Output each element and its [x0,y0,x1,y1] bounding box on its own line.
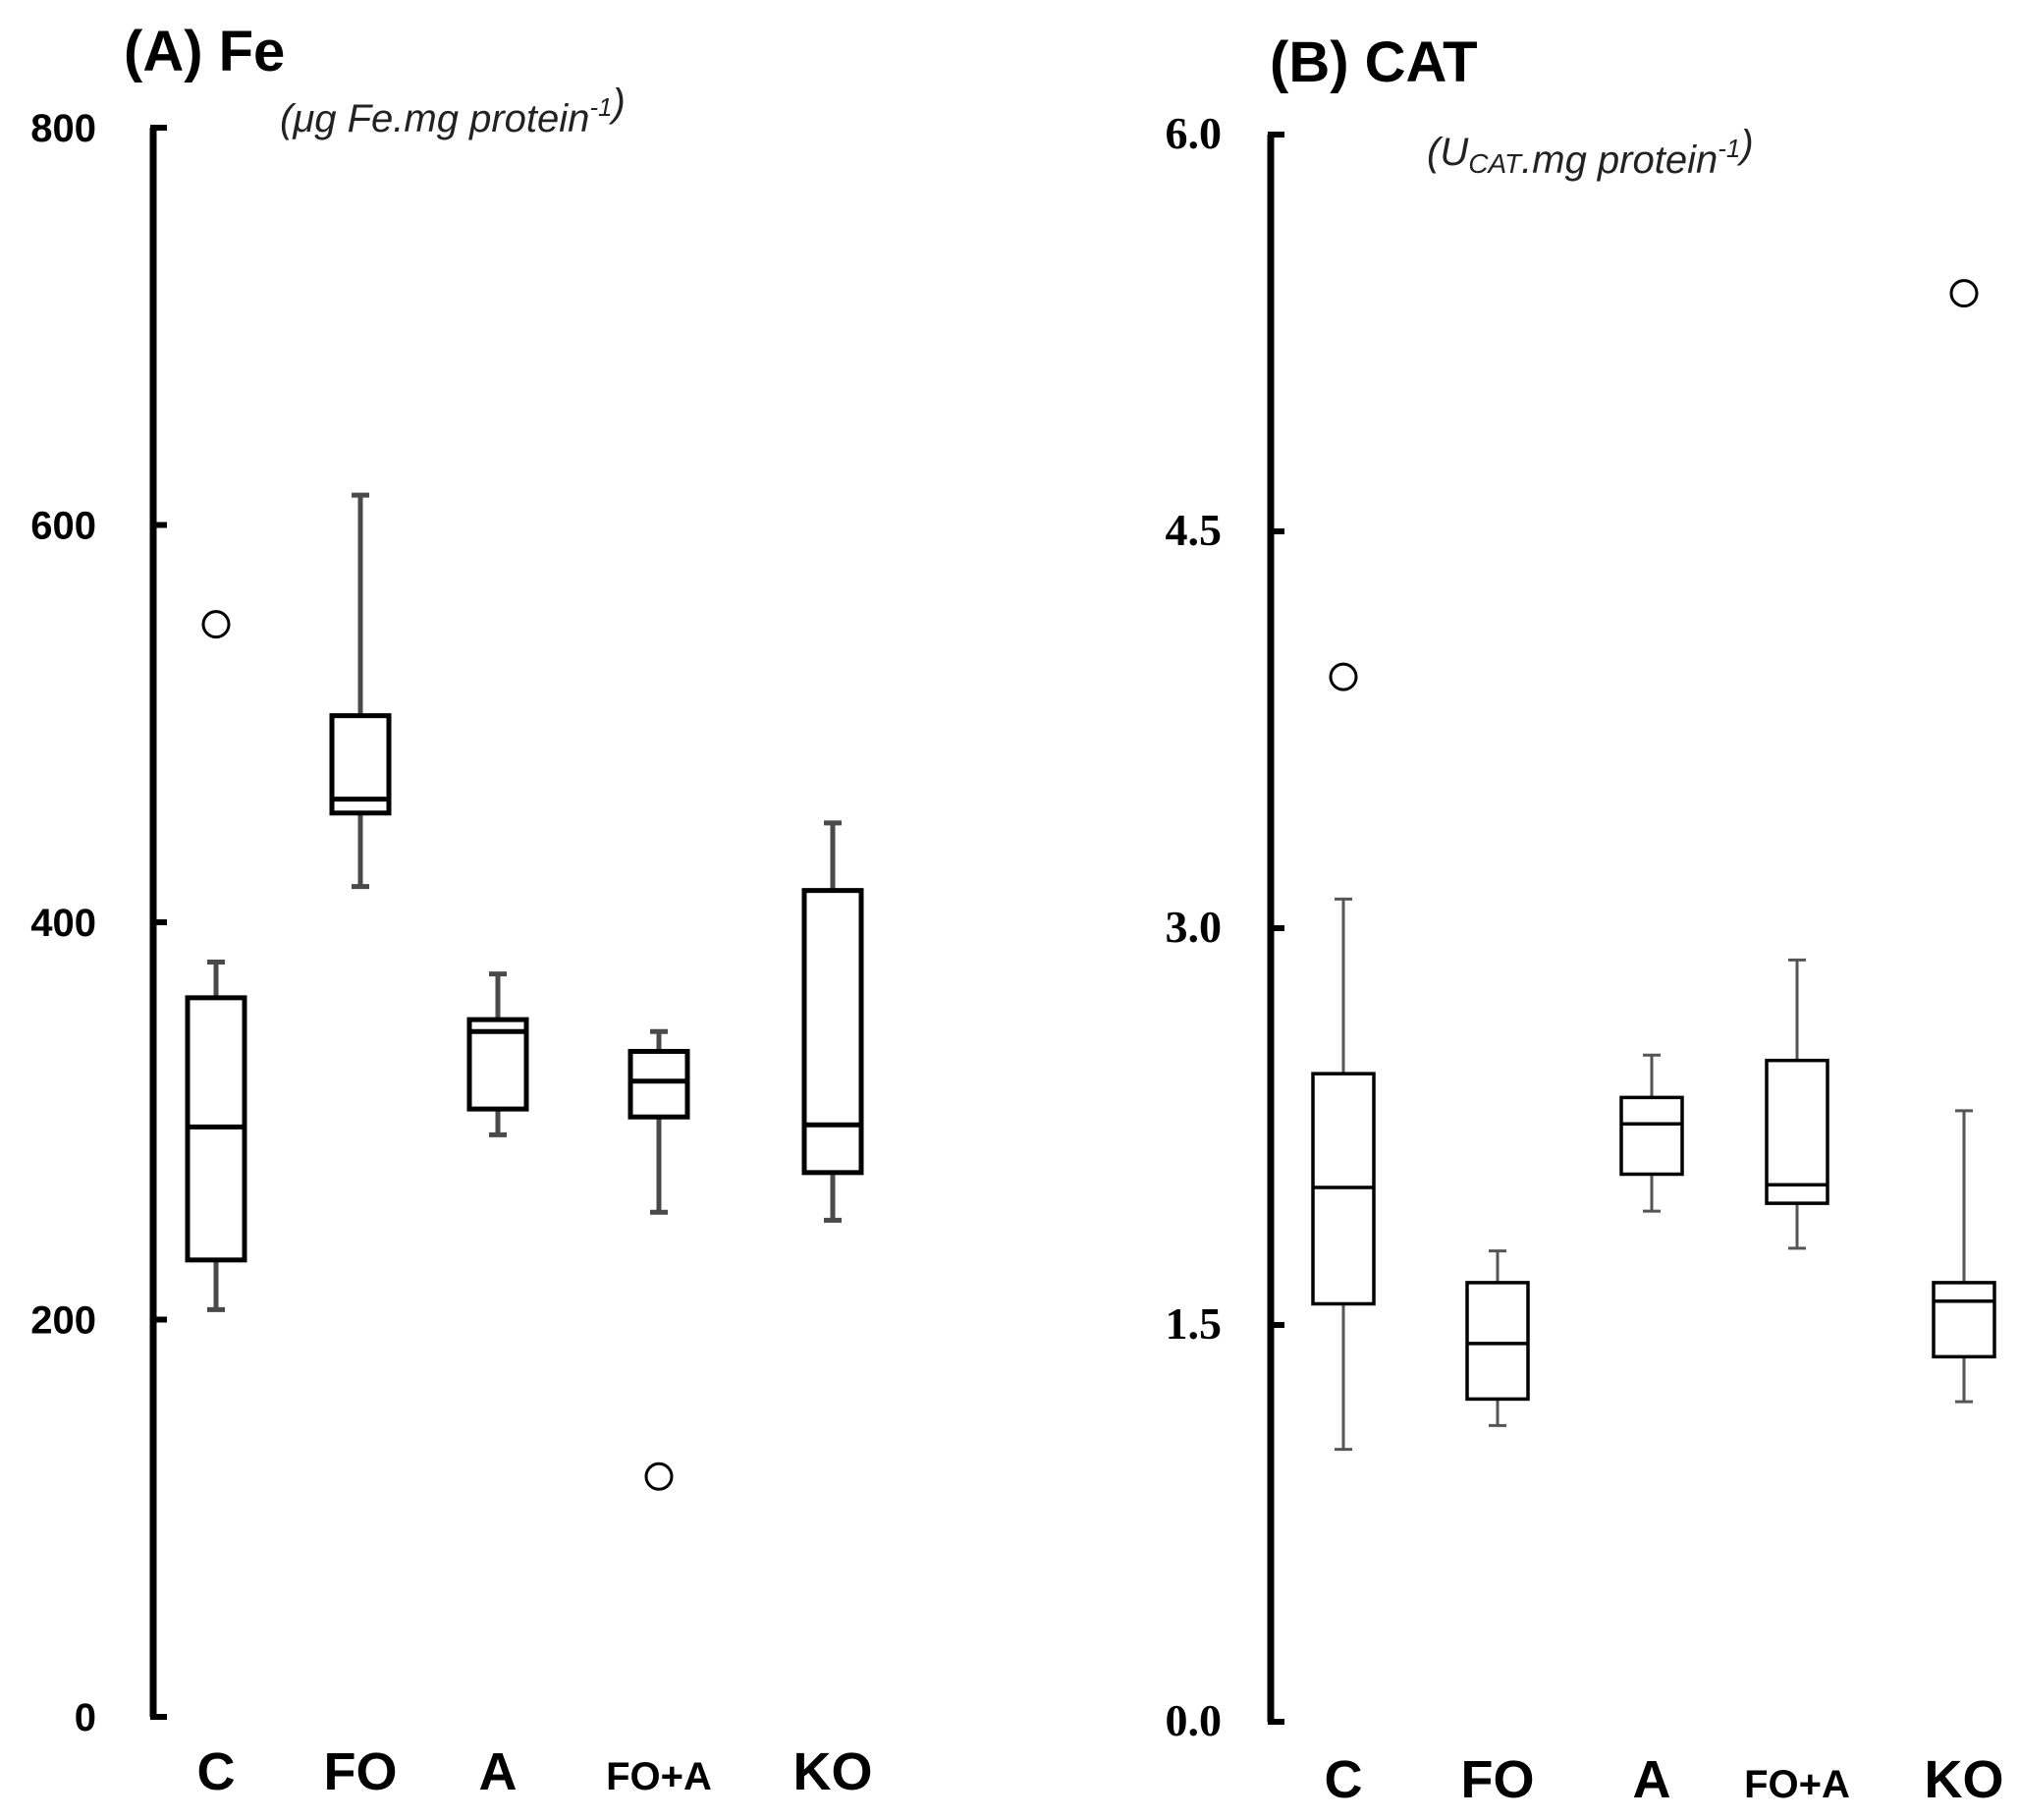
category-label-b: C [1325,1750,1363,1809]
unit-label-suffix-a: ) [609,82,626,125]
y-tick-label-a: 0 [75,1696,96,1739]
category-label-b: A [1633,1750,1671,1809]
unit-label-main-b: U [1440,131,1469,174]
outlier-point [1329,662,1358,691]
unit-label-a: (μg Fe.mg protein-1) [280,82,626,140]
category-label-a: A [479,1742,518,1801]
category-label-b: FO [1461,1750,1535,1809]
box-b-FO+A [1765,958,1829,1250]
outlier-point [1949,279,1979,308]
unit-label-prefix-b: ( [1427,131,1444,174]
panel-title-a: (A) Fe [124,20,285,83]
unit-label-sub-b: CAT [1468,148,1523,179]
unit-label-main-a: μg Fe.mg protein [292,97,589,140]
y-tick-label-a: 800 [30,107,96,150]
iqr-box [1619,1095,1684,1177]
box-a-A [466,971,529,1137]
category-label-a: FO+A [606,1755,712,1798]
iqr-box [628,1048,690,1120]
y-tick-label-b: 1.5 [1166,1298,1223,1349]
box-b-C [1311,662,1376,1452]
box-a-FO+A [628,1028,690,1491]
y-tick-label-b: 3.0 [1166,902,1223,952]
iqr-box [466,1017,529,1112]
y-tick-label-a: 200 [30,1299,96,1343]
box-a-C [185,610,247,1312]
unit-label-suffix-b: ) [1736,123,1753,166]
iqr-box [1465,1281,1530,1402]
box-a-FO [329,492,392,890]
category-label-a: FO [324,1742,398,1801]
outlier-point [644,1462,674,1491]
category-label-b: FO+A [1744,1763,1850,1806]
y-tick-label-a: 600 [30,505,96,548]
panel-a: (A) Fe(μg Fe.mg protein-1)0200400600800C… [30,20,872,1801]
unit-label-sup-a: -1 [589,92,612,122]
unit-label-tail-b: .mg protein [1521,138,1718,182]
unit-label-prefix-a: ( [280,97,297,140]
outlier-point [201,610,231,639]
box-b-FO [1465,1249,1530,1427]
y-tick-label-b: 6.0 [1166,108,1223,158]
category-label-b: KO [1925,1750,2004,1809]
y-tick-label-b: 0.0 [1166,1695,1223,1745]
panel-title-b: (B) CAT [1270,30,1478,94]
category-label-a: C [197,1742,236,1801]
category-label-a: KO [793,1742,873,1801]
unit-label-sup-b: -1 [1718,134,1740,163]
iqr-box [1765,1058,1829,1205]
box-b-A [1619,1053,1684,1213]
iqr-box [801,888,864,1176]
box-a-KO [801,820,864,1223]
panel-b: (B) CAT (UCAT.mg protein-1) 0.0 1.5 3.0 4.5 6.… [1166,30,2004,1809]
box-b-KO [1932,279,1996,1404]
unit-label-b: (UCAT.mg protein-1) [1427,123,1754,182]
y-tick-label-b: 4.5 [1166,505,1223,555]
iqr-box [1932,1281,1996,1359]
y-tick-label-a: 400 [30,902,96,945]
